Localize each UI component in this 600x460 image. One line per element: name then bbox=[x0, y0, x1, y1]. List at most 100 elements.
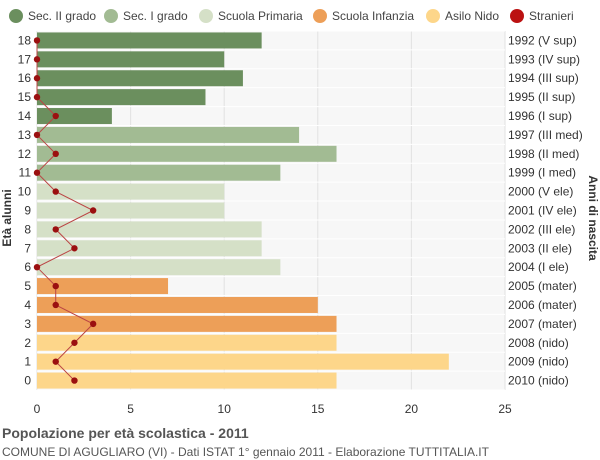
legend-label: Sec. I grado bbox=[123, 9, 188, 23]
birth-year-tick-label: 2008 (nido) bbox=[508, 336, 569, 350]
age-tick-label: 12 bbox=[18, 147, 32, 161]
x-tick-label: 20 bbox=[405, 402, 419, 416]
bars bbox=[37, 32, 449, 389]
birth-year-tick-label: 2004 (I ele) bbox=[508, 260, 569, 274]
age-tick-label: 0 bbox=[24, 374, 31, 388]
bar-age-12 bbox=[37, 145, 337, 162]
x-tick-label: 25 bbox=[498, 402, 512, 416]
stranieri-point-age-3 bbox=[89, 320, 97, 328]
birth-year-tick-label: 1996 (I sup) bbox=[508, 109, 572, 123]
legend: Sec. II grado Sec. I grado Scuola Primaria… bbox=[9, 9, 574, 23]
birth-year-tick-label: 1997 (III med) bbox=[508, 128, 583, 142]
legend-swatch bbox=[313, 9, 327, 23]
grid-lines bbox=[36, 30, 506, 391]
chart-title: Popolazione per età scolastica - 2011 bbox=[2, 425, 249, 441]
birth-year-tick-label: 1999 (I med) bbox=[508, 166, 576, 180]
age-tick-label: 5 bbox=[24, 279, 31, 293]
stranieri-point-age-10 bbox=[52, 188, 59, 195]
stranieri-point-age-4 bbox=[52, 301, 59, 309]
stranieri-point-age-12 bbox=[52, 150, 59, 158]
birth-year-tick-label: 1992 (V sup) bbox=[508, 33, 577, 47]
birth-year-tick-label: 2000 (V ele) bbox=[508, 185, 573, 199]
x-tick-labels: 0 5 10 15 20 25 bbox=[34, 402, 512, 416]
stranieri-series bbox=[33, 37, 97, 384]
birth-year-tick-label: 1995 (II sup) bbox=[508, 90, 575, 104]
bar-age-8 bbox=[37, 221, 262, 238]
bar-age-10 bbox=[37, 183, 225, 200]
right-axis-title: Anni di nascita bbox=[586, 175, 600, 261]
bar-age-13 bbox=[37, 126, 300, 143]
stranieri-point-age-14 bbox=[52, 112, 59, 120]
bar-age-14 bbox=[37, 108, 112, 125]
legend-swatch bbox=[199, 9, 213, 23]
age-tick-label: 16 bbox=[18, 71, 32, 85]
bar-age-16 bbox=[37, 70, 243, 87]
age-tick-label: 8 bbox=[24, 222, 31, 236]
bar-age-17 bbox=[37, 51, 225, 68]
legend-swatch bbox=[104, 9, 118, 23]
x-tick-label: 0 bbox=[34, 402, 41, 416]
age-tick-label: 17 bbox=[18, 52, 32, 66]
legend-swatch bbox=[426, 9, 440, 23]
legend-label: Scuola Infanzia bbox=[332, 9, 414, 23]
bar-age-7 bbox=[37, 240, 262, 257]
age-tick-label: 3 bbox=[24, 317, 31, 331]
stranieri-point-age-0 bbox=[71, 377, 78, 384]
stranieri-point-age-7 bbox=[71, 245, 78, 252]
birth-year-tick-label: 2001 (IV ele) bbox=[508, 204, 577, 218]
stranieri-point-age-13 bbox=[33, 131, 41, 139]
birth-year-tick-label: 2005 (mater) bbox=[508, 279, 577, 293]
legend-swatch bbox=[9, 9, 23, 23]
stranieri-point-age-16 bbox=[33, 75, 41, 82]
stranieri-point-age-18 bbox=[33, 37, 41, 44]
age-tick-label: 2 bbox=[24, 336, 31, 350]
stranieri-point-age-9 bbox=[89, 207, 97, 214]
birth-year-tick-label: 2010 (nido) bbox=[508, 374, 569, 388]
legend-swatch bbox=[510, 9, 524, 23]
age-tick-label: 13 bbox=[18, 128, 32, 142]
age-tick-label: 1 bbox=[24, 355, 31, 369]
chart-subtitle: COMUNE DI AGUGLIARO (VI) - Dati ISTAT 1°… bbox=[2, 445, 489, 459]
birth-year-tick-label: 2003 (II ele) bbox=[508, 241, 572, 255]
bar-age-18 bbox=[37, 32, 262, 49]
x-tick-label: 15 bbox=[311, 402, 325, 416]
bar-age-4 bbox=[37, 296, 318, 313]
age-tick-label: 6 bbox=[24, 260, 31, 274]
age-tick-label: 14 bbox=[18, 109, 32, 123]
birth-year-tick-label: 1993 (IV sup) bbox=[508, 52, 580, 66]
bar-age-6 bbox=[37, 259, 281, 276]
stranieri-point-age-2 bbox=[71, 339, 78, 346]
x-tick-label: 5 bbox=[127, 402, 134, 416]
birth-year-tick-labels: 1992 (V sup) 1993 (IV sup) 1994 (III sup) 1… bbox=[508, 33, 583, 387]
left-axis-title: Età alunni bbox=[0, 189, 14, 246]
bar-age-11 bbox=[37, 164, 281, 181]
stranieri-point-age-1 bbox=[52, 358, 59, 365]
stranieri-point-age-5 bbox=[52, 282, 59, 290]
legend-label: Scuola Primaria bbox=[218, 9, 303, 23]
birth-year-tick-label: 1994 (III sup) bbox=[508, 71, 579, 85]
age-tick-label: 11 bbox=[19, 166, 32, 180]
age-tick-label: 18 bbox=[18, 33, 32, 47]
birth-year-tick-label: 1998 (II med) bbox=[508, 147, 579, 161]
legend-label: Stranieri bbox=[529, 9, 574, 23]
stranieri-point-age-8 bbox=[52, 226, 59, 233]
birth-year-tick-label: 2009 (nido) bbox=[508, 355, 569, 369]
bar-age-3 bbox=[37, 315, 337, 332]
age-tick-label: 15 bbox=[18, 90, 32, 104]
x-tick-label: 10 bbox=[218, 402, 232, 416]
birth-year-tick-label: 2006 (mater) bbox=[508, 298, 577, 312]
bar-age-5 bbox=[37, 278, 169, 295]
stranieri-point-age-15 bbox=[33, 93, 41, 101]
bar-age-1 bbox=[37, 353, 449, 370]
age-tick-label: 4 bbox=[24, 298, 31, 312]
bar-age-2 bbox=[37, 334, 337, 351]
age-tick-label: 10 bbox=[18, 185, 32, 199]
age-tick-label: 9 bbox=[24, 204, 31, 218]
bar-age-15 bbox=[37, 89, 206, 106]
birth-year-tick-label: 2007 (mater) bbox=[508, 317, 577, 331]
birth-year-tick-label: 2002 (III ele) bbox=[508, 222, 575, 236]
stranieri-point-age-11 bbox=[33, 169, 41, 176]
legend-label: Sec. II grado bbox=[28, 9, 96, 23]
